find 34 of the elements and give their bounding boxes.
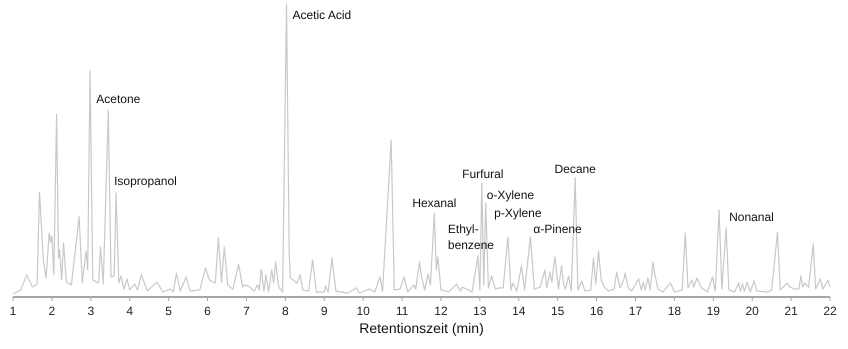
x-tick-label: 10: [356, 304, 370, 318]
annotation: p-Xylene: [494, 206, 542, 220]
x-tick-label: 15: [550, 304, 565, 318]
annotation: Acetone: [96, 92, 141, 106]
x-tick-label: 5: [165, 304, 172, 318]
x-tick-label: 2: [48, 304, 56, 318]
x-tick-label: 6: [204, 304, 212, 318]
x-tick-label: 14: [512, 304, 526, 318]
x-tick-label: 4: [126, 304, 134, 318]
annotation: Ethyl- benzene: [448, 222, 494, 252]
x-tick-label: 18: [668, 304, 682, 318]
x-tick-label: 1: [10, 304, 17, 318]
x-tick-label: 19: [706, 304, 720, 318]
x-tick-label: 3: [87, 304, 94, 318]
x-tick-label: 12: [434, 304, 448, 318]
annotation: α-Pinene: [533, 222, 582, 236]
x-tick-label: 11: [396, 304, 409, 318]
x-tick-label: 22: [823, 304, 837, 318]
annotation: Acetic Acid: [292, 8, 352, 22]
annotation: Isopropanol: [114, 174, 177, 188]
annotation: Furfural: [462, 167, 504, 182]
annotation: o-Xylene: [486, 188, 534, 202]
x-tick-label: 9: [320, 304, 328, 318]
annotation: Hexanal: [412, 196, 456, 210]
x-tick-label: 8: [282, 304, 289, 318]
x-tick-label: 13: [473, 304, 487, 318]
x-tick-label: 20: [746, 304, 760, 318]
annotation: Nonanal: [729, 210, 774, 224]
x-tick-label: 7: [243, 304, 250, 318]
annotation: Decane: [554, 162, 596, 176]
x-tick-label: 21: [784, 304, 798, 318]
x-tick-label: 17: [628, 304, 642, 318]
x-tick-label: 16: [590, 304, 604, 318]
x-axis-title: Retentionszeit (min): [359, 320, 484, 336]
